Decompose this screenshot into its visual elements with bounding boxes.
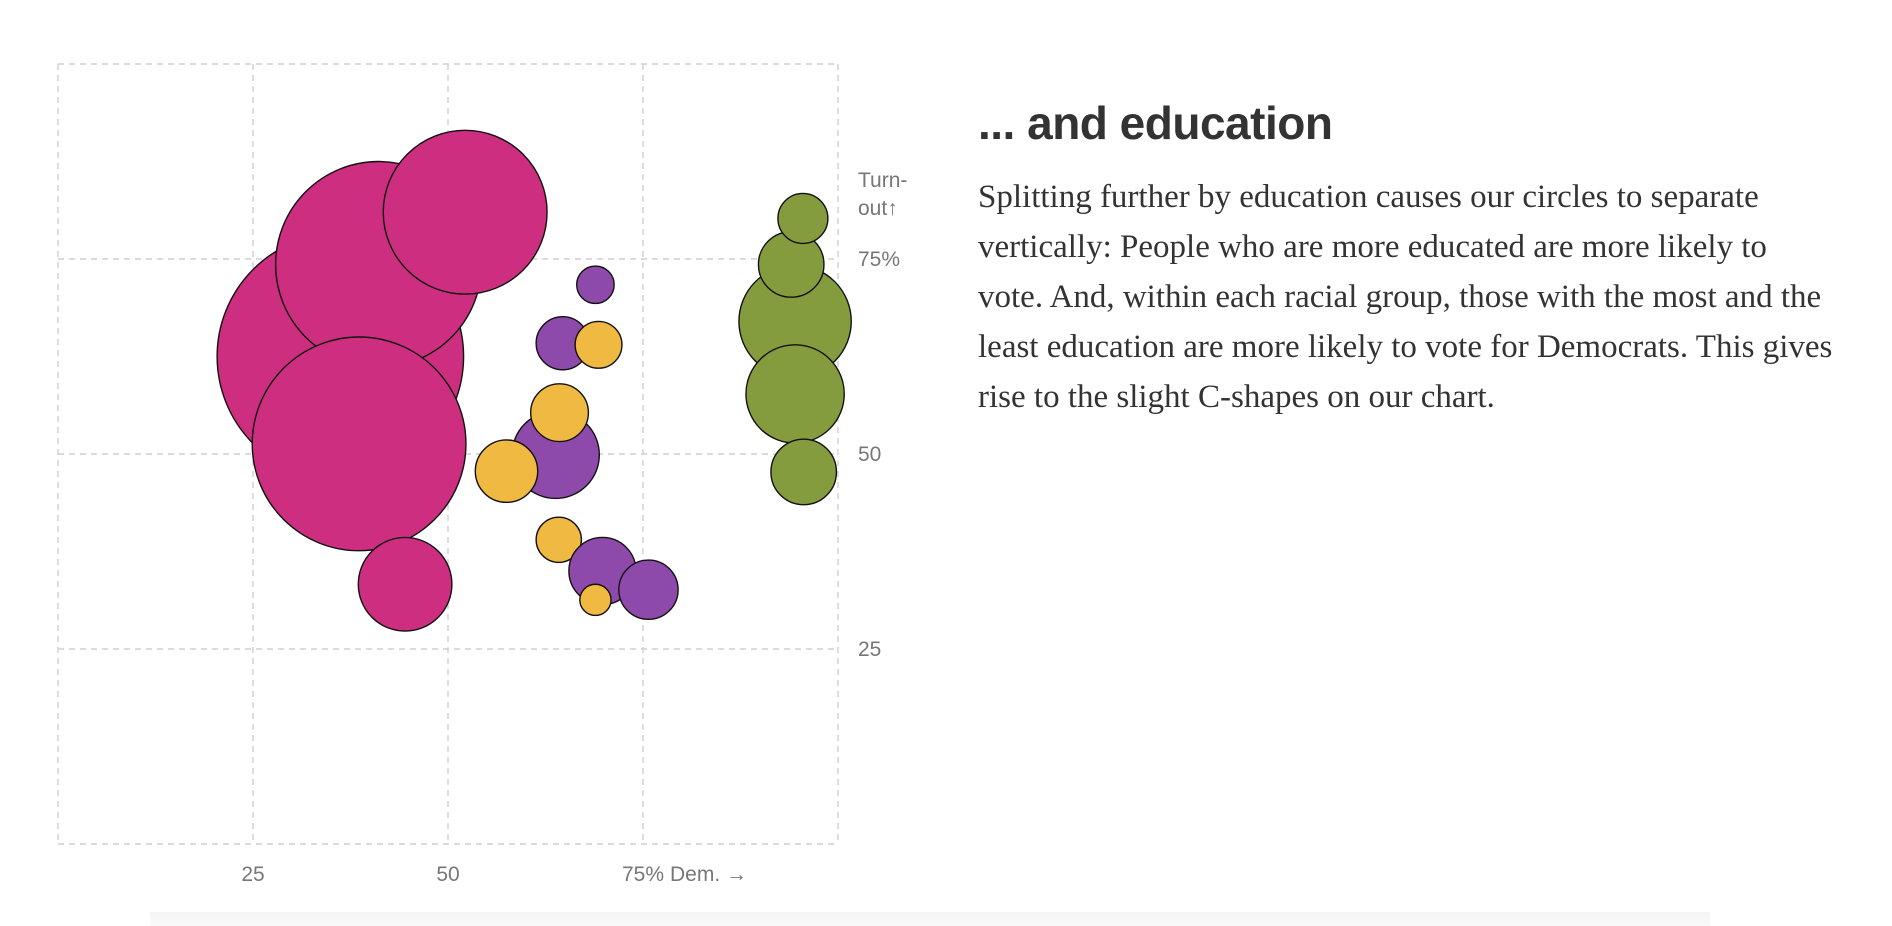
bubble-magenta — [357, 536, 453, 632]
x-axis-title: Dem. → — [670, 863, 747, 886]
headline: ... and education — [978, 97, 1333, 149]
bubble-green — [777, 192, 829, 245]
bubble-green — [770, 438, 838, 506]
bubble-purple — [576, 265, 615, 305]
y-axis-title: Turn- — [858, 169, 907, 192]
axis-labels: 25 50 75% Dem. → 25 50 75% Turn-out↑ — [241, 169, 907, 886]
bottom-divider — [150, 912, 1710, 926]
y-axis-title: out↑ — [858, 197, 898, 220]
x-tick-label: 25 — [241, 863, 264, 886]
y-tick-label: 25 — [858, 638, 881, 661]
text-panel: ... and education Splitting further by e… — [978, 96, 1838, 422]
bubble-yellow — [474, 439, 539, 504]
bubble-yellow — [574, 320, 623, 369]
bubble-yellow — [535, 516, 583, 564]
bubble-magenta — [382, 129, 548, 295]
bubble-yellow — [529, 383, 590, 443]
bubble-green — [745, 344, 845, 444]
body-text: Splitting further by education causes ou… — [978, 179, 1833, 415]
bubble-green — [757, 230, 825, 298]
y-tick-label: 75% — [858, 248, 900, 271]
bubble-magenta — [251, 336, 467, 552]
y-tick-label: 50 — [858, 443, 881, 466]
scatter-chart: 25 50 75% Dem. → 25 50 75% Turn-out↑ — [57, 63, 907, 886]
x-tick-label: 75% — [622, 863, 664, 886]
bubble-yellow — [579, 583, 612, 617]
bubbles — [216, 129, 852, 632]
x-tick-label: 50 — [436, 863, 459, 886]
bubble-purple — [618, 559, 679, 621]
